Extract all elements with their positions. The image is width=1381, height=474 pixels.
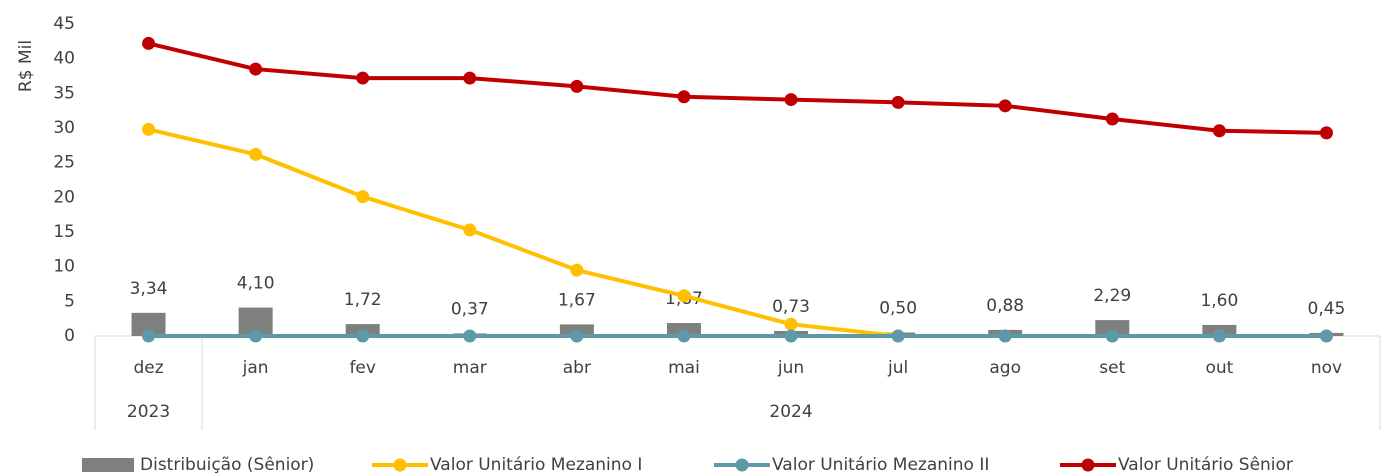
marker bbox=[998, 329, 1012, 343]
marker bbox=[570, 263, 584, 277]
y-tick-label: 5 bbox=[64, 291, 75, 311]
marker bbox=[142, 122, 156, 136]
x-tick-label: nov bbox=[1311, 358, 1342, 378]
legend-swatch bbox=[735, 458, 749, 472]
marker bbox=[356, 329, 370, 343]
marker bbox=[677, 329, 691, 343]
x-tick-label: mai bbox=[668, 358, 700, 378]
marker bbox=[463, 223, 477, 237]
data-label: 0,45 bbox=[1308, 299, 1346, 319]
legend-swatch bbox=[82, 458, 134, 472]
legend-label: Valor Unitário Sênior bbox=[1118, 455, 1293, 474]
marker bbox=[142, 36, 156, 50]
marker bbox=[356, 190, 370, 204]
marker bbox=[677, 289, 691, 303]
marker bbox=[677, 90, 691, 104]
x-tick-label: fev bbox=[349, 358, 376, 378]
y-tick-label: 20 bbox=[53, 187, 75, 207]
y-tick-label: 0 bbox=[64, 326, 75, 346]
marker bbox=[570, 329, 584, 343]
marker bbox=[1319, 126, 1333, 140]
bar bbox=[131, 312, 166, 336]
marker bbox=[570, 79, 584, 93]
marker bbox=[356, 71, 370, 85]
y-tick-label: 25 bbox=[53, 153, 75, 173]
data-label: 0,88 bbox=[986, 296, 1024, 316]
marker bbox=[1105, 112, 1119, 126]
marker bbox=[891, 329, 905, 343]
x-tick-label: out bbox=[1205, 358, 1233, 378]
data-label: 1,60 bbox=[1200, 291, 1238, 311]
marker bbox=[249, 329, 263, 343]
marker bbox=[1319, 329, 1333, 343]
x-tick-label: ago bbox=[989, 358, 1021, 378]
marker bbox=[463, 71, 477, 85]
x-tick-label: jan bbox=[242, 358, 269, 378]
line bbox=[148, 127, 1327, 338]
x-group-label: 2024 bbox=[769, 402, 812, 422]
legend-label: Distribuição (Sênior) bbox=[140, 455, 314, 474]
data-label: 1,72 bbox=[344, 290, 382, 310]
data-label: 4,10 bbox=[237, 274, 275, 294]
marker bbox=[249, 147, 263, 161]
x-tick-label: mar bbox=[453, 358, 487, 378]
marker bbox=[998, 99, 1012, 113]
line bbox=[148, 41, 1327, 135]
y-tick-label: 15 bbox=[53, 222, 75, 242]
legend-label: Valor Unitário Mezanino II bbox=[772, 455, 989, 474]
y-axis-label: R$ Mil bbox=[16, 40, 36, 92]
y-tick-label: 30 bbox=[53, 118, 75, 138]
x-group-label: 2023 bbox=[127, 402, 170, 422]
y-tick-label: 45 bbox=[53, 14, 75, 34]
data-label: 0,37 bbox=[451, 299, 489, 319]
x-tick-label: set bbox=[1099, 358, 1125, 378]
x-tick-label: dez bbox=[133, 358, 163, 378]
marker bbox=[784, 93, 798, 107]
x-tick-label: jun bbox=[777, 358, 804, 378]
x-tick-label: jul bbox=[887, 358, 908, 378]
data-label: 2,29 bbox=[1093, 286, 1131, 306]
marker bbox=[463, 329, 477, 343]
y-tick-label: 40 bbox=[53, 49, 75, 69]
marker bbox=[142, 329, 156, 343]
marker bbox=[784, 329, 798, 343]
legend-label: Valor Unitário Mezanino I bbox=[430, 455, 642, 474]
legend-swatch bbox=[1081, 458, 1095, 472]
x-tick-label: abr bbox=[563, 358, 591, 378]
legend-swatch bbox=[393, 458, 407, 472]
marker bbox=[249, 62, 263, 76]
data-label: 0,73 bbox=[772, 297, 810, 317]
y-tick-label: 10 bbox=[53, 257, 75, 277]
data-label: 0,50 bbox=[879, 299, 917, 319]
y-tick-label: 35 bbox=[53, 83, 75, 103]
marker bbox=[1212, 329, 1226, 343]
data-label: 1,67 bbox=[558, 290, 596, 310]
data-label: 3,34 bbox=[130, 279, 168, 299]
marker bbox=[784, 317, 798, 331]
marker bbox=[891, 95, 905, 109]
marker bbox=[1105, 329, 1119, 343]
bar bbox=[1095, 320, 1130, 336]
marker bbox=[1212, 124, 1226, 138]
